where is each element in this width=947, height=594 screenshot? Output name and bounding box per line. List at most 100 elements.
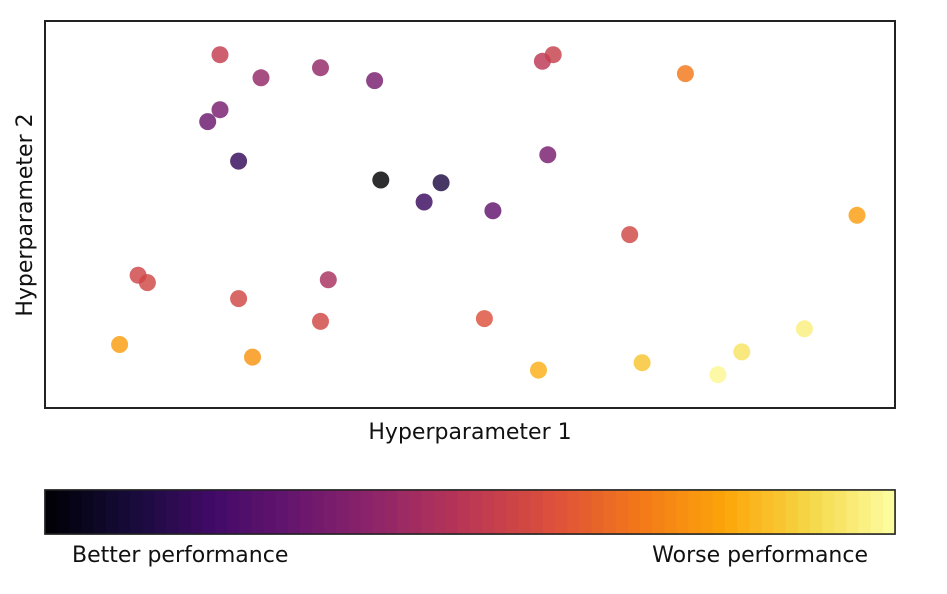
colorbar-band-37: [482, 490, 495, 534]
colorbar-band-57: [725, 490, 738, 534]
colorbar-band-59: [749, 490, 762, 534]
colorbar-band-51: [652, 490, 665, 534]
colorbar-high-label: Worse performance: [652, 543, 868, 568]
colorbar-band-68: [858, 490, 872, 534]
scatter-point-24: [111, 336, 129, 353]
colorbar-band-34: [445, 490, 459, 534]
colorbar-band-12: [178, 490, 192, 534]
scatter-point-19: [138, 274, 156, 292]
colorbar-band-17: [239, 490, 252, 534]
colorbar-band-6: [105, 490, 119, 534]
colorbar-band-61: [773, 490, 787, 534]
colorbar-band-2: [57, 490, 70, 534]
scatter-point-20: [319, 271, 337, 289]
scatter-point-8: [211, 101, 229, 119]
scatter-point-25: [244, 348, 261, 366]
scatter-point-30: [709, 366, 727, 384]
colorbar-band-44: [567, 490, 580, 534]
colorbar-band-27: [360, 490, 374, 534]
colorbar-band-19: [263, 490, 277, 534]
colorbar-band-20: [275, 490, 289, 534]
colorbar-band-65: [822, 490, 835, 534]
colorbar-band-5: [93, 490, 107, 534]
colorbar-band-53: [676, 490, 690, 534]
scatter-point-9: [199, 113, 217, 131]
colorbar-band-25: [336, 490, 350, 534]
scatter-point-17: [621, 226, 639, 244]
colorbar-band-18: [251, 490, 265, 534]
colorbar-border: [44, 489, 896, 535]
scatter-point-10: [230, 152, 248, 170]
colorbar-band-31: [409, 490, 422, 534]
scatter-point-3: [312, 59, 329, 77]
colorbar-band-41: [530, 490, 544, 534]
colorbar-band-48: [615, 490, 629, 534]
colorbar-band-62: [785, 490, 799, 534]
scatter-point-15: [484, 202, 502, 220]
colorbar-band-39: [506, 490, 520, 534]
scatter-point-1: [211, 46, 229, 64]
colorbar-band-38: [494, 490, 507, 534]
colorbar-band-58: [737, 490, 750, 534]
colorbar-band-24: [324, 490, 337, 534]
colorbar-band-11: [166, 490, 180, 534]
colorbar-band-14: [202, 490, 216, 534]
colorbar-band-7: [117, 490, 131, 534]
colorbar-band-29: [385, 490, 398, 534]
colorbar-band-30: [397, 490, 410, 534]
colorbar-band-16: [227, 490, 240, 534]
colorbar-band-8: [130, 490, 143, 534]
plot-area-frame: [44, 20, 896, 409]
scatter-point-13: [432, 174, 450, 192]
scatter-point-26: [530, 361, 547, 379]
scatter-point-14: [415, 193, 433, 211]
scatter-point-16: [848, 206, 866, 224]
scatter-point-22: [312, 312, 329, 330]
colorbar-band-4: [81, 490, 95, 534]
colorbar-band-26: [348, 490, 362, 534]
colorbar-band-66: [834, 490, 847, 534]
colorbar-band-47: [603, 490, 617, 534]
colorbar-band-32: [421, 490, 435, 534]
colorbar-band-50: [640, 490, 653, 534]
colorbar-band-45: [579, 490, 592, 534]
colorbar-band-3: [69, 490, 82, 534]
scatter-point-6: [544, 46, 562, 64]
x-axis-label: Hyperparameter 1: [368, 420, 571, 445]
colorbar-band-40: [518, 490, 532, 534]
colorbar-band-64: [810, 490, 823, 534]
colorbar-band-21: [287, 490, 301, 534]
colorbar-band-15: [215, 490, 228, 534]
colorbar-bands: [44, 489, 896, 535]
colorbar-band-63: [797, 490, 811, 534]
scatter-point-23: [475, 310, 493, 328]
scatter-point-2: [252, 69, 270, 87]
scatter-point-21: [230, 290, 248, 308]
colorbar-band-33: [433, 490, 447, 534]
colorbar-band-69: [870, 490, 884, 534]
colorbar-band-54: [688, 490, 702, 534]
colorbar-band-55: [700, 490, 714, 534]
colorbar-low-label: Better performance: [72, 543, 288, 568]
scatter-point-12: [372, 171, 390, 189]
colorbar-band-60: [761, 490, 775, 534]
scatter-point-11: [539, 146, 557, 164]
scatter-point-28: [733, 343, 751, 361]
colorbar-band-49: [627, 490, 641, 534]
scatter-point-7: [676, 65, 694, 83]
colorbar-band-36: [470, 490, 483, 534]
scatter-points: [111, 46, 866, 384]
colorbar-band-42: [542, 490, 556, 534]
colorbar-band-43: [555, 490, 568, 534]
scatter-point-4: [366, 72, 384, 90]
colorbar-band-46: [591, 490, 605, 534]
colorbar-band-13: [190, 490, 204, 534]
scatter-point-27: [633, 354, 651, 372]
colorbar-band-1: [45, 490, 58, 534]
colorbar-band-35: [457, 490, 471, 534]
colorbar-band-52: [664, 490, 677, 534]
colorbar-band-56: [712, 490, 726, 534]
y-axis-label: Hyperparameter 2: [13, 113, 38, 316]
colorbar-band-22: [300, 490, 313, 534]
